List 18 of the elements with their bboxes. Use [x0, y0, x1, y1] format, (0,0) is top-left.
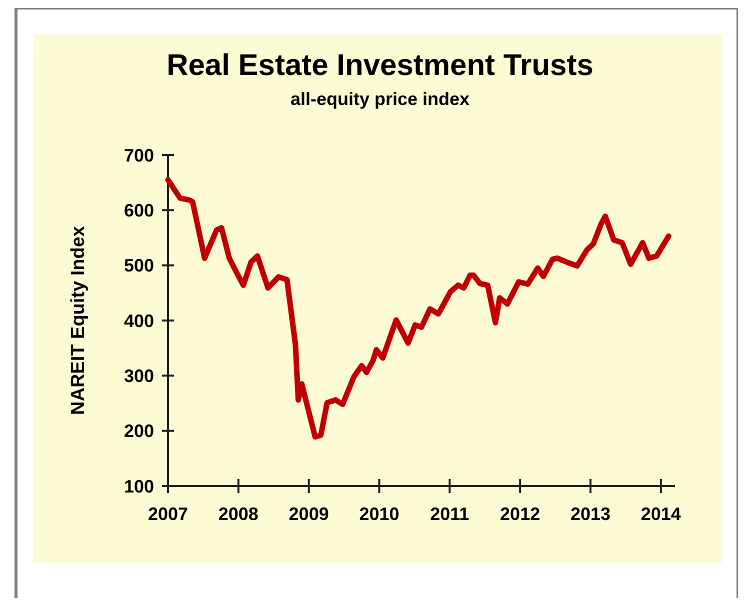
x-tick-label: 2009: [288, 504, 329, 524]
x-tick-label: 2011: [430, 504, 470, 524]
y-tick-label: 300: [124, 366, 154, 386]
y-tick-label: 600: [124, 200, 154, 220]
y-tick-label: 100: [124, 476, 154, 496]
y-axis-title: NAREIT Equity Index: [68, 226, 89, 415]
x-tick-label: 2008: [218, 504, 258, 524]
chart-subtitle: all-equity price index: [290, 89, 470, 109]
chart-title: Real Estate Investment Trusts: [166, 49, 594, 82]
y-tick-label: 500: [124, 256, 154, 276]
x-tick-label: 2014: [640, 504, 681, 524]
x-tick-label: 2010: [359, 504, 400, 524]
x-tick-label: 2013: [570, 504, 611, 524]
y-tick-label: 200: [124, 421, 154, 442]
y-tick-label: 700: [124, 145, 154, 166]
x-tick-label: 2012: [500, 504, 540, 524]
x-tick-label: 2007: [148, 504, 188, 524]
y-tick-label: 400: [124, 310, 154, 331]
